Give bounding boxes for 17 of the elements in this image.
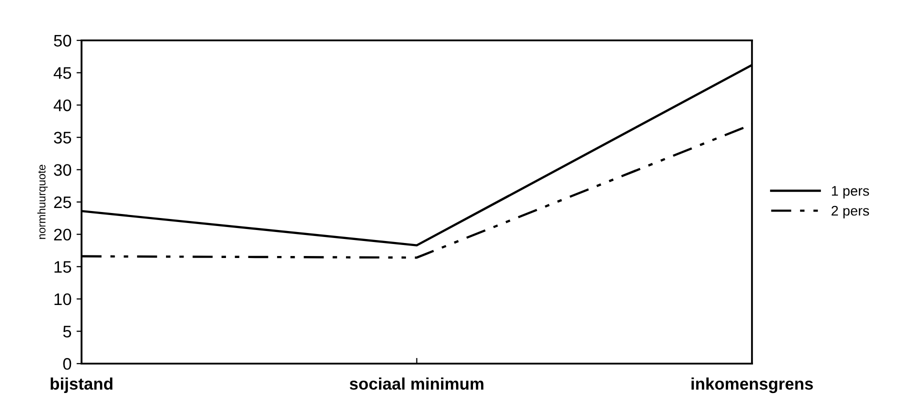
y-tick-label: 5 (63, 326, 72, 338)
x-tick-label: bijstand (50, 377, 112, 394)
y-axis-title: normhuurquote (37, 164, 48, 239)
y-tick-label: 45 (54, 67, 72, 79)
y-tick-label: 10 (54, 293, 72, 306)
y-tick-label: 50 (54, 34, 72, 47)
y-tick-label: 15 (54, 261, 72, 273)
y-tick-label: 30 (54, 164, 72, 176)
x-tick-label: sociaal minimum (350, 377, 484, 390)
x-tick-label: inkomensgrens (692, 377, 813, 394)
y-tick-label: 0 (63, 358, 72, 370)
legend-label: 2 pers (832, 206, 870, 218)
y-tick-label: 20 (54, 228, 72, 241)
legend-label: 1 pers (832, 186, 870, 199)
y-tick-label: 35 (54, 132, 72, 144)
y-tick-label: 25 (54, 196, 72, 208)
y-tick-label: 40 (54, 99, 72, 112)
